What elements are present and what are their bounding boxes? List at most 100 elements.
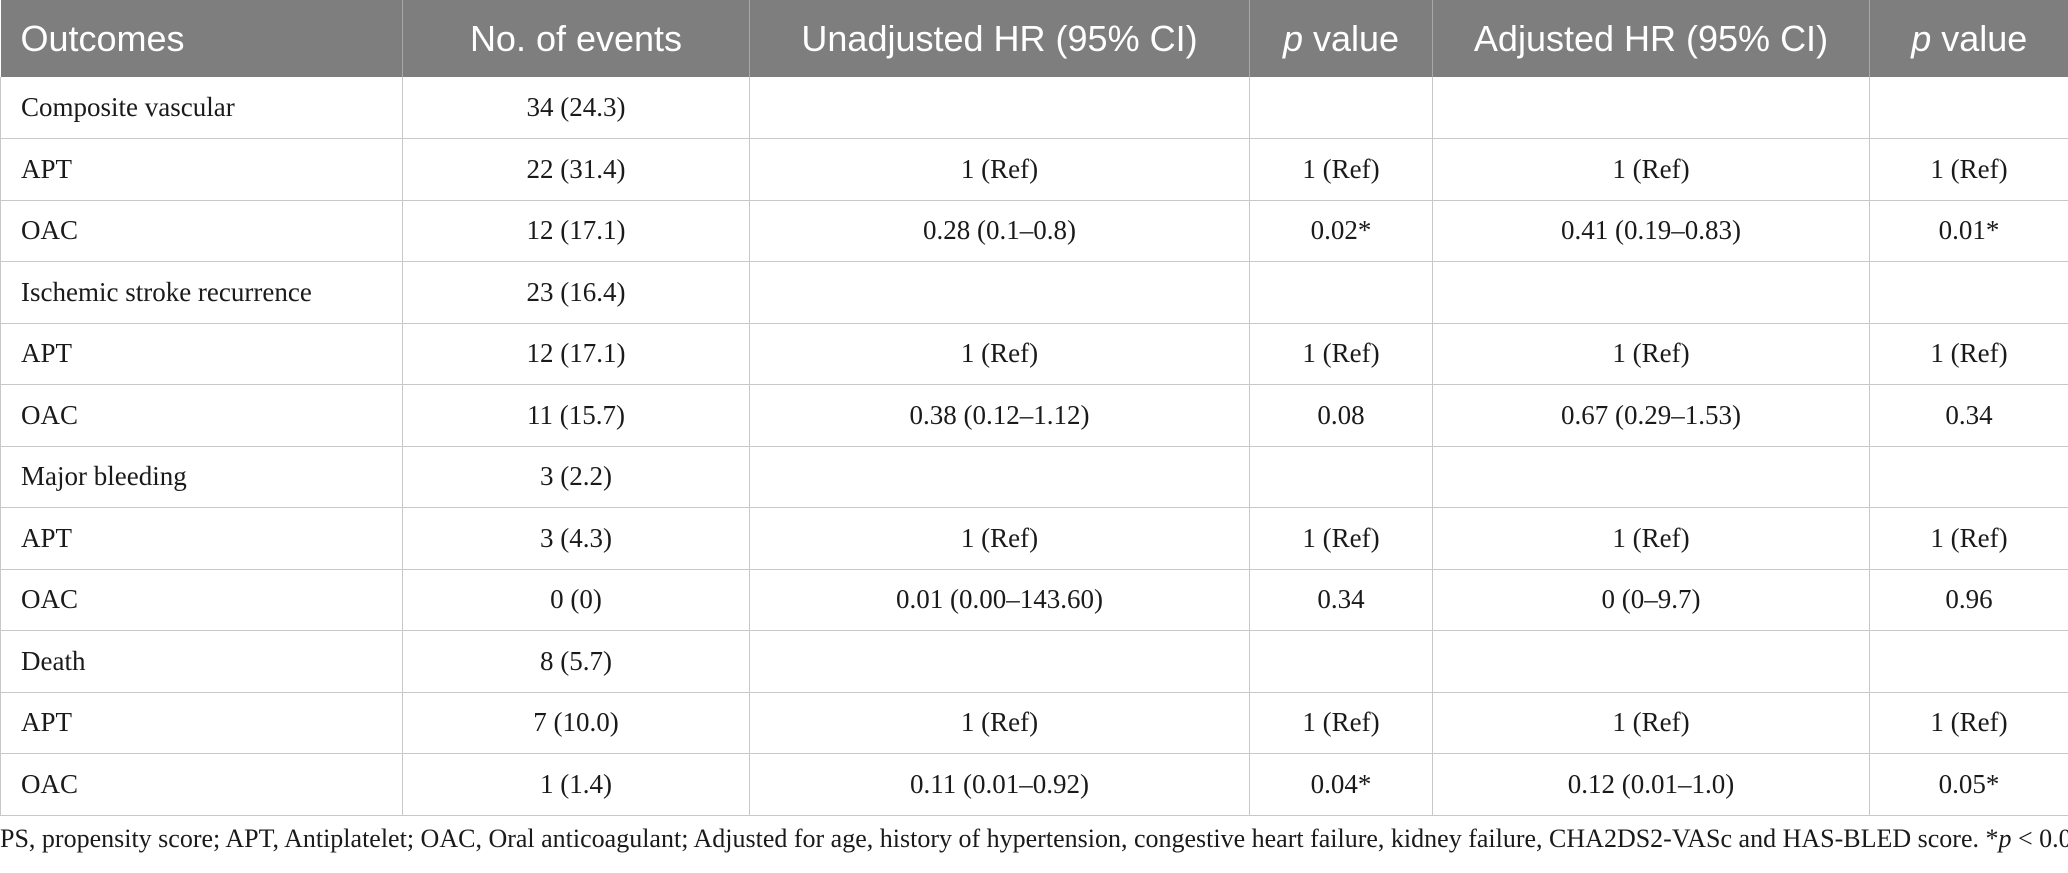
table-row: APT 22 (31.4) 1 (Ref) 1 (Ref) 1 (Ref) 1 …	[0, 138, 2068, 201]
cell-unadjusted-hr: 0.38 (0.12–1.12)	[749, 384, 1250, 447]
table-row: APT 3 (4.3) 1 (Ref) 1 (Ref) 1 (Ref) 1 (R…	[0, 507, 2068, 570]
table-row: Major bleeding 3 (2.2)	[0, 446, 2068, 508]
cell-events: 22 (31.4)	[402, 138, 750, 201]
cell-outcome: APT	[0, 323, 403, 385]
cell-outcome: Ischemic stroke recurrence	[0, 261, 403, 324]
cell-adjusted-p	[1869, 630, 2068, 693]
cell-unadjusted-p: 0.34	[1249, 569, 1433, 631]
cell-unadjusted-hr: 1 (Ref)	[749, 323, 1250, 385]
cell-unadjusted-hr: 1 (Ref)	[749, 138, 1250, 201]
cell-events: 34 (24.3)	[402, 77, 750, 139]
p-italic: p	[1282, 17, 1303, 59]
cell-unadjusted-hr: 1 (Ref)	[749, 507, 1250, 570]
cell-adjusted-hr	[1432, 77, 1870, 139]
table-row: OAC 12 (17.1) 0.28 (0.1–0.8) 0.02* 0.41 …	[0, 200, 2068, 262]
table-row: OAC 0 (0) 0.01 (0.00–143.60) 0.34 0 (0–9…	[0, 569, 2068, 631]
cell-adjusted-p: 0.05*	[1869, 753, 2068, 816]
cell-adjusted-p: 0.01*	[1869, 200, 2068, 262]
cell-adjusted-hr: 0 (0–9.7)	[1432, 569, 1870, 631]
cell-unadjusted-p: 1 (Ref)	[1249, 507, 1433, 570]
cell-outcome: OAC	[0, 200, 403, 262]
results-table: Outcomes No. of events Unadjusted HR (95…	[0, 0, 2068, 816]
cell-adjusted-p	[1869, 446, 2068, 508]
cell-adjusted-p	[1869, 261, 2068, 324]
cell-unadjusted-p: 1 (Ref)	[1249, 692, 1433, 754]
header-events: No. of events	[402, 0, 750, 77]
table-row: OAC 11 (15.7) 0.38 (0.12–1.12) 0.08 0.67…	[0, 384, 2068, 447]
table-header: Outcomes No. of events Unadjusted HR (95…	[0, 0, 2068, 77]
table-row: APT 12 (17.1) 1 (Ref) 1 (Ref) 1 (Ref) 1 …	[0, 323, 2068, 385]
table-row: Death 8 (5.7)	[0, 630, 2068, 693]
table-row: Ischemic stroke recurrence 23 (16.4)	[0, 261, 2068, 324]
cell-adjusted-hr: 0.12 (0.01–1.0)	[1432, 753, 1870, 816]
cell-events: 23 (16.4)	[402, 261, 750, 324]
cell-events: 11 (15.7)	[402, 384, 750, 447]
cell-adjusted-p: 0.96	[1869, 569, 2068, 631]
cell-outcome: Death	[0, 630, 403, 693]
cell-unadjusted-hr	[749, 630, 1250, 693]
cell-events: 3 (2.2)	[402, 446, 750, 508]
cell-outcome: OAC	[0, 569, 403, 631]
cell-adjusted-p: 1 (Ref)	[1869, 692, 2068, 754]
footnote-tail: < 0.05.	[2017, 824, 2068, 853]
p-rest: value	[1931, 17, 2028, 59]
cell-unadjusted-p: 1 (Ref)	[1249, 138, 1433, 201]
cell-unadjusted-p: 0.08	[1249, 384, 1433, 447]
cell-events: 8 (5.7)	[402, 630, 750, 693]
cell-adjusted-hr	[1432, 630, 1870, 693]
p-italic: p	[1911, 17, 1932, 59]
header-adjusted-hr: Adjusted HR (95% CI)	[1432, 0, 1870, 77]
cell-outcome: APT	[0, 692, 403, 754]
cell-unadjusted-p	[1249, 261, 1433, 324]
cell-outcome: Major bleeding	[0, 446, 403, 508]
cell-events: 12 (17.1)	[402, 200, 750, 262]
header-outcomes: Outcomes	[20, 17, 185, 59]
cell-unadjusted-hr: 1 (Ref)	[749, 692, 1250, 754]
header-unadjusted-p: p value	[1249, 0, 1433, 77]
cell-unadjusted-hr	[749, 77, 1250, 139]
cell-adjusted-p: 0.34	[1869, 384, 2068, 447]
cell-events: 7 (10.0)	[402, 692, 750, 754]
table-row: APT 7 (10.0) 1 (Ref) 1 (Ref) 1 (Ref) 1 (…	[0, 692, 2068, 754]
cell-unadjusted-p	[1249, 630, 1433, 693]
cell-unadjusted-hr: 0.11 (0.01–0.92)	[749, 753, 1250, 816]
cell-adjusted-hr: 1 (Ref)	[1432, 507, 1870, 570]
table-row: Composite vascular 34 (24.3)	[0, 77, 2068, 139]
header-adjusted-p: p value	[1869, 0, 2068, 77]
footnote-text: PS, propensity score; APT, Antiplatelet;…	[0, 824, 1999, 853]
cell-outcome: APT	[0, 507, 403, 570]
cell-unadjusted-hr	[749, 261, 1250, 324]
cell-adjusted-hr	[1432, 446, 1870, 508]
header-unadjusted-hr: Unadjusted HR (95% CI)	[749, 0, 1250, 77]
cell-unadjusted-p: 1 (Ref)	[1249, 323, 1433, 385]
cell-unadjusted-p	[1249, 77, 1433, 139]
cell-adjusted-p	[1869, 77, 2068, 139]
cell-outcome: OAC	[0, 753, 403, 816]
cell-events: 1 (1.4)	[402, 753, 750, 816]
cell-adjusted-p: 1 (Ref)	[1869, 323, 2068, 385]
cell-events: 0 (0)	[402, 569, 750, 631]
cell-adjusted-hr: 1 (Ref)	[1432, 692, 1870, 754]
cell-events: 3 (4.3)	[402, 507, 750, 570]
cell-unadjusted-p: 0.02*	[1249, 200, 1433, 262]
cell-outcome: Composite vascular	[0, 77, 403, 139]
p-rest: value	[1302, 17, 1400, 59]
cell-adjusted-p: 1 (Ref)	[1869, 507, 2068, 570]
cell-outcome: OAC	[0, 384, 403, 447]
cell-adjusted-hr	[1432, 261, 1870, 324]
cell-events: 12 (17.1)	[402, 323, 750, 385]
cell-adjusted-hr: 1 (Ref)	[1432, 138, 1870, 201]
cell-unadjusted-p	[1249, 446, 1433, 508]
header-row: Outcomes No. of events Unadjusted HR (95…	[0, 0, 2068, 77]
table-body: Composite vascular 34 (24.3) APT 22 (31.…	[0, 77, 2068, 816]
cell-unadjusted-p: 0.04*	[1249, 753, 1433, 816]
cell-unadjusted-hr	[749, 446, 1250, 508]
table-footnote: PS, propensity score; APT, Antiplatelet;…	[0, 824, 2068, 854]
table-row: OAC 1 (1.4) 0.11 (0.01–0.92) 0.04* 0.12 …	[0, 753, 2068, 816]
footnote-p-italic: p	[1998, 824, 2012, 853]
cell-unadjusted-hr: 0.01 (0.00–143.60)	[749, 569, 1250, 631]
cell-unadjusted-hr: 0.28 (0.1–0.8)	[749, 200, 1250, 262]
cell-adjusted-hr: 0.41 (0.19–0.83)	[1432, 200, 1870, 262]
cell-adjusted-hr: 1 (Ref)	[1432, 323, 1870, 385]
cell-outcome: APT	[0, 138, 403, 201]
